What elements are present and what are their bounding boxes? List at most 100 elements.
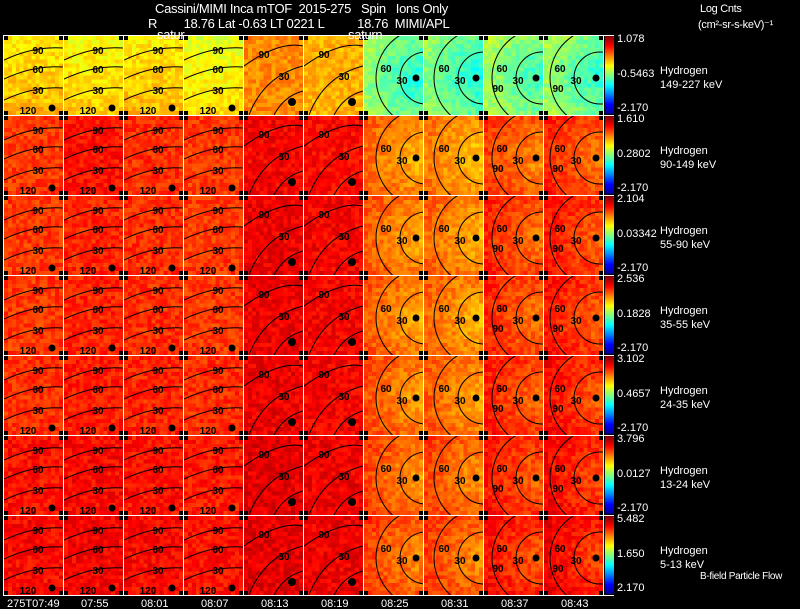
contour-overlay: 30 60 90 xyxy=(491,276,543,355)
saturn-marker-icon xyxy=(412,554,420,562)
grid-divider xyxy=(3,355,614,356)
contour-label: 30 xyxy=(570,396,582,407)
colorbar xyxy=(605,516,614,594)
contour-line xyxy=(244,124,303,147)
saturn-marker-icon xyxy=(348,178,356,186)
contour-label: 60 xyxy=(32,385,44,396)
colorbar-max-label: 1.078 xyxy=(617,33,645,45)
contour-overlay: 90 60 30 120 xyxy=(4,366,63,435)
grid-divider xyxy=(3,195,614,196)
contour-label: 90 xyxy=(318,530,330,541)
contour-overlay: 90 30 xyxy=(304,364,363,435)
contour-label: 60 xyxy=(496,224,508,235)
contour-overlay: 90 60 30 120 xyxy=(4,286,63,355)
colorbar-max-label: 2.104 xyxy=(617,193,645,205)
contour-line xyxy=(375,356,400,435)
contour-label: 60 xyxy=(380,464,392,475)
saturn-marker-icon xyxy=(472,154,480,162)
contour-overlay: 90 60 30 120 xyxy=(124,126,183,195)
contour-overlay: 30 60 90 xyxy=(491,196,543,275)
heatmap-cells xyxy=(64,196,123,275)
contour-line xyxy=(549,36,574,115)
contour-label: 120 xyxy=(80,266,97,275)
contour-line xyxy=(333,330,363,355)
contour-label: 60 xyxy=(554,544,566,555)
time-tick-label: 08:31 xyxy=(441,598,469,609)
contour-label: 90 xyxy=(32,366,44,377)
contour-overlay: 90 60 30 120 xyxy=(4,126,63,195)
contour-overlay: 90 60 30 120 xyxy=(4,206,63,275)
heatmap-panel: 90 60 30 120 xyxy=(4,196,63,275)
time-tick-label: 07:55 xyxy=(81,598,109,609)
saturn-marker-icon xyxy=(168,344,176,352)
colorbar-mid-label: 0.4657 xyxy=(617,388,651,400)
contour-label: 60 xyxy=(152,225,164,236)
heatmap-cells xyxy=(484,436,543,515)
contour-label: 30 xyxy=(570,476,582,487)
colorbar-min-label: -2.170 xyxy=(617,342,649,354)
heatmap-panel: 90 60 30 120 xyxy=(4,356,63,435)
units-label: Log Cnts xyxy=(700,3,742,15)
contour-label: 90 xyxy=(318,450,330,461)
contour-line xyxy=(308,465,363,515)
saturn-marker-icon xyxy=(412,234,420,242)
heatmap-panel: 30 60 xyxy=(364,116,423,195)
heatmap-panel: 90 60 30 120 xyxy=(64,196,123,275)
contour-label: 30 xyxy=(454,316,466,327)
heatmap-cells xyxy=(124,36,183,115)
time-tick-label: 08:19 xyxy=(321,598,349,609)
contour-line xyxy=(549,436,574,515)
contour-label: 30 xyxy=(570,236,582,247)
contour-label: 30 xyxy=(512,76,524,87)
contour-label: 120 xyxy=(200,426,217,435)
heatmap-panel: 30 60 90 xyxy=(544,36,603,115)
heatmap-panel: 90 30 xyxy=(304,276,363,355)
contour-label: 30 xyxy=(212,566,224,577)
contour-label: 30 xyxy=(454,556,466,567)
contour-line xyxy=(457,51,483,105)
contour-line xyxy=(457,131,483,185)
contour-label: 60 xyxy=(438,224,450,235)
saturn-marker-icon xyxy=(288,98,296,106)
contour-label: 60 xyxy=(152,465,164,476)
contour-line xyxy=(124,527,183,541)
heatmap-panel: 30 60 xyxy=(364,276,423,355)
contour-line xyxy=(433,356,458,435)
contour-label: 90 xyxy=(152,286,164,297)
energy-range-label: 149-227 keV xyxy=(660,79,723,91)
contour-line xyxy=(399,51,423,105)
orbit-info: R 18.76 Lat -0.63 LT 0221 L 18.76 MIMI/A… xyxy=(148,16,450,31)
contour-line xyxy=(491,36,516,115)
contour-label: 30 xyxy=(92,326,104,337)
colorbar xyxy=(605,276,614,354)
contour-label: 30 xyxy=(32,86,44,97)
contour-line xyxy=(573,531,603,585)
heatmap-panel: 90 30 xyxy=(304,36,363,115)
colorbar xyxy=(605,356,614,434)
contour-overlay: 90 30 xyxy=(304,444,363,515)
heatmap-cells xyxy=(124,436,183,515)
contour-label: 90 xyxy=(32,526,44,537)
contour-line xyxy=(433,116,458,195)
contour-line xyxy=(399,291,423,345)
contour-label: 90 xyxy=(258,210,270,221)
saturn-marker-icon xyxy=(532,154,540,162)
contour-label: 120 xyxy=(140,346,157,355)
contour-label: 60 xyxy=(554,224,566,235)
contour-overlay: 30 60 90 xyxy=(491,36,543,115)
heatmap-panel: 90 30 xyxy=(244,356,303,435)
contour-label: 90 xyxy=(92,526,104,537)
contour-label: 30 xyxy=(32,246,44,257)
contour-overlay: 90 60 30 120 xyxy=(184,286,243,355)
contour-overlay: 90 30 xyxy=(304,124,363,195)
saturn-marker-icon xyxy=(532,314,540,322)
contour-overlay: 90 30 xyxy=(244,524,303,595)
contour-line xyxy=(244,364,303,387)
saturn-marker-icon xyxy=(228,424,236,432)
species-label: Hydrogen xyxy=(660,145,708,157)
contour-label: 30 xyxy=(338,552,350,563)
saturn-marker-icon xyxy=(228,584,236,592)
contour-label: 60 xyxy=(380,64,392,75)
colorbar-max-label: 1.610 xyxy=(617,113,645,125)
contour-label: 60 xyxy=(212,305,224,316)
